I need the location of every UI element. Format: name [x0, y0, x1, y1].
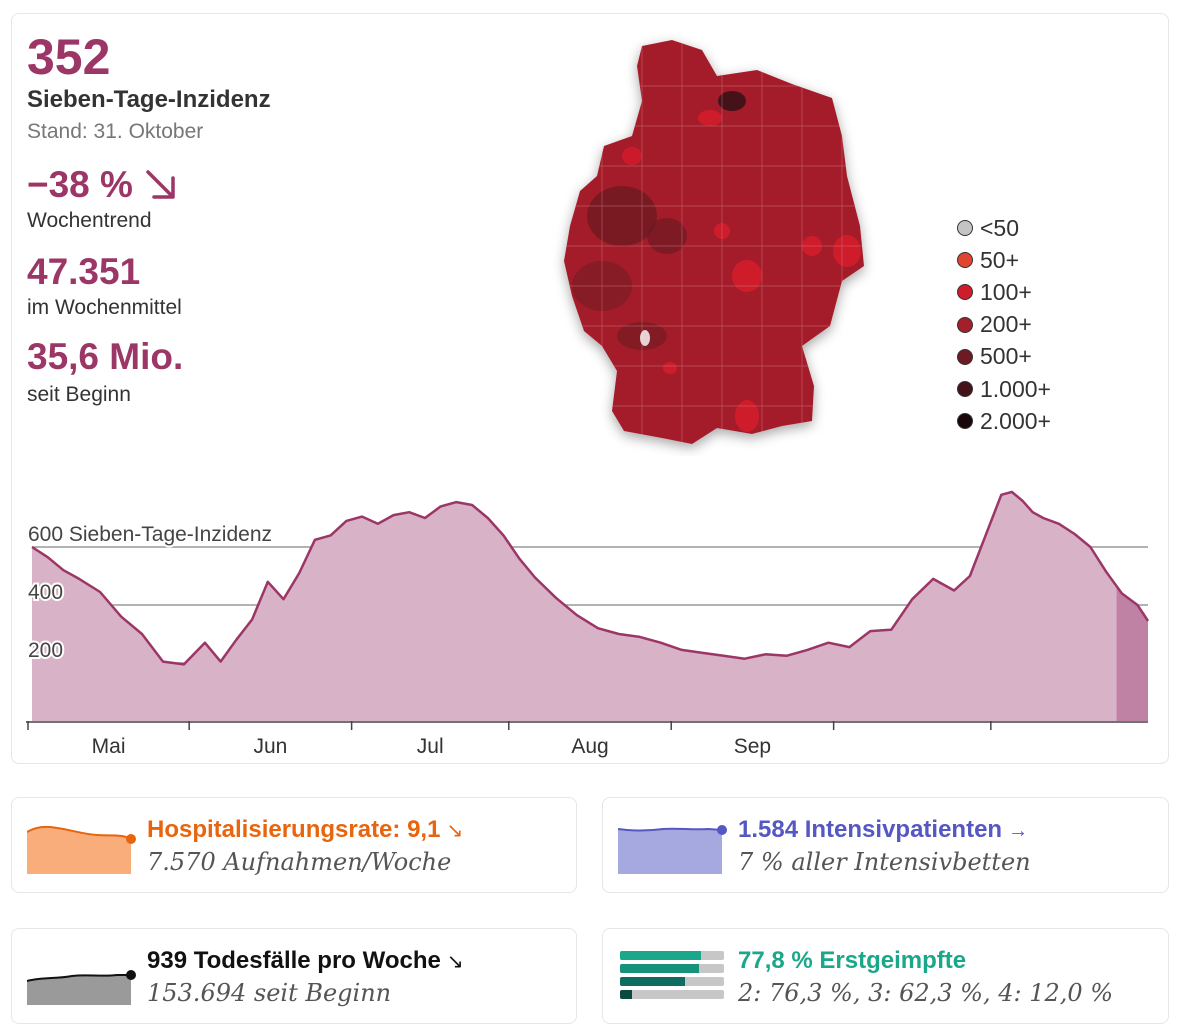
incidence-line: [31, 490, 1150, 666]
trend-label: Wochentrend: [27, 209, 152, 232]
incidence-card: 352 Sieben-Tage-Inzidenz Stand: 31. Okto…: [11, 13, 1169, 764]
hospitalization-sparkline: [27, 825, 136, 874]
vaccination-card[interactable]: 77,8 % Erstgeimpfte 2: 76,3 %, 3: 62,3 %…: [602, 928, 1169, 1024]
legend-label: 100+: [980, 278, 1032, 305]
legend-label: 1.000+: [980, 375, 1051, 402]
hospitalization-card[interactable]: Hospitalisierungsrate: 9,1 ↘ 7.570 Aufnah…: [11, 797, 577, 893]
legend-swatch: [957, 284, 973, 301]
deaths-subtitle: 153.694 seit Beginn: [147, 979, 392, 1007]
deaths-card[interactable]: 939 Todesfälle pro Woche ↘ 153.694 seit B…: [11, 928, 577, 1024]
legend-swatch: [957, 316, 973, 333]
vaccination-bar-fill: [620, 990, 633, 999]
legend-item: 2.000+: [957, 405, 1051, 437]
legend-swatch: [957, 381, 973, 398]
vaccination-bar-fill: [620, 951, 701, 960]
vaccination-bar: [620, 990, 724, 999]
legend-item: 500+: [957, 341, 1051, 373]
icu-title: 1.584 Intensivpatienten →: [738, 816, 1029, 843]
incidence-area-recent: [1116, 586, 1148, 721]
x-tick-label: Sep: [734, 735, 771, 758]
legend-swatch: [957, 413, 973, 430]
trend-value: −38 %: [27, 164, 133, 205]
legend-label: <50: [980, 214, 1020, 241]
hospitalization-subtitle: 7.570 Aufnahmen/Woche: [147, 848, 452, 876]
arrow-down-right-icon: [146, 170, 175, 199]
vaccination-subtitle: 2: 76,3 %, 3: 62,3 %, 4: 12,0 %: [738, 979, 1114, 1007]
icu-subtitle: 7 % aller Intensivbetten: [738, 848, 1031, 876]
legend-swatch: [957, 220, 973, 237]
x-tick-label: Aug: [571, 735, 608, 758]
total-cases-value: 35,6 Mio.: [27, 336, 184, 377]
icu-card[interactable]: 1.584 Intensivpatienten → 7 % aller Inten…: [602, 797, 1169, 893]
y-tick-label: 200: [28, 639, 63, 662]
x-tick-label: Mai: [92, 735, 126, 758]
legend-swatch: [957, 348, 973, 365]
vaccination-title: 77,8 % Erstgeimpfte: [738, 947, 967, 974]
incidence-label: Sieben-Tage-Inzidenz: [27, 86, 271, 113]
total-cases-label: seit Beginn: [27, 383, 131, 406]
germany-incidence-map[interactable]: [542, 26, 882, 456]
arrow-right-icon: →: [1008, 820, 1029, 842]
legend-item: <50: [957, 212, 1051, 244]
legend-label: 2.000+: [980, 407, 1051, 434]
incidence-area-chart: 200 400 600 Sieben-Tage-Inzidenz Mai Jun Jul…: [26, 490, 1150, 758]
legend-item: 1.000+: [957, 373, 1051, 405]
legend-item: 200+: [957, 309, 1051, 341]
weekly-average-value: 47.351: [27, 251, 141, 292]
deaths-title: 939 Todesfälle pro Woche ↘: [147, 947, 464, 974]
legend-swatch: [957, 252, 973, 269]
icu-sparkline: [618, 825, 727, 874]
date-label: Stand: 31. Oktober: [27, 120, 204, 143]
arrow-down-right-icon: ↘: [446, 820, 464, 842]
vaccination-bar-fill: [620, 977, 685, 986]
legend-label: 50+: [980, 246, 1020, 273]
vaccination-bar-fill: [620, 964, 700, 973]
legend-label: 200+: [980, 311, 1032, 338]
x-tick-label: Jul: [417, 735, 444, 758]
legend-item: 100+: [957, 276, 1051, 308]
y-tick-label: 600 Sieben-Tage-Inzidenz: [28, 523, 272, 546]
y-tick-label: 400: [28, 581, 63, 604]
vaccination-bar: [620, 964, 724, 973]
map-legend: <50 50+ 100+ 200+ 500+ 1.000+ 2.000+: [957, 212, 1051, 437]
hospitalization-title: Hospitalisierungsrate: 9,1 ↘: [147, 816, 464, 843]
weekly-average-label: im Wochenmittel: [27, 296, 182, 319]
legend-item: 50+: [957, 244, 1051, 276]
legend-label: 500+: [980, 343, 1032, 370]
incidence-value: 352: [27, 29, 111, 85]
arrow-down-right-icon: ↘: [446, 951, 464, 973]
vaccination-bar: [620, 977, 724, 986]
x-tick-label: Jun: [253, 735, 287, 758]
deaths-sparkline: [27, 970, 136, 1005]
vaccination-bar: [620, 951, 724, 960]
y-axis-label: Sieben-Tage-Inzidenz: [63, 523, 272, 546]
